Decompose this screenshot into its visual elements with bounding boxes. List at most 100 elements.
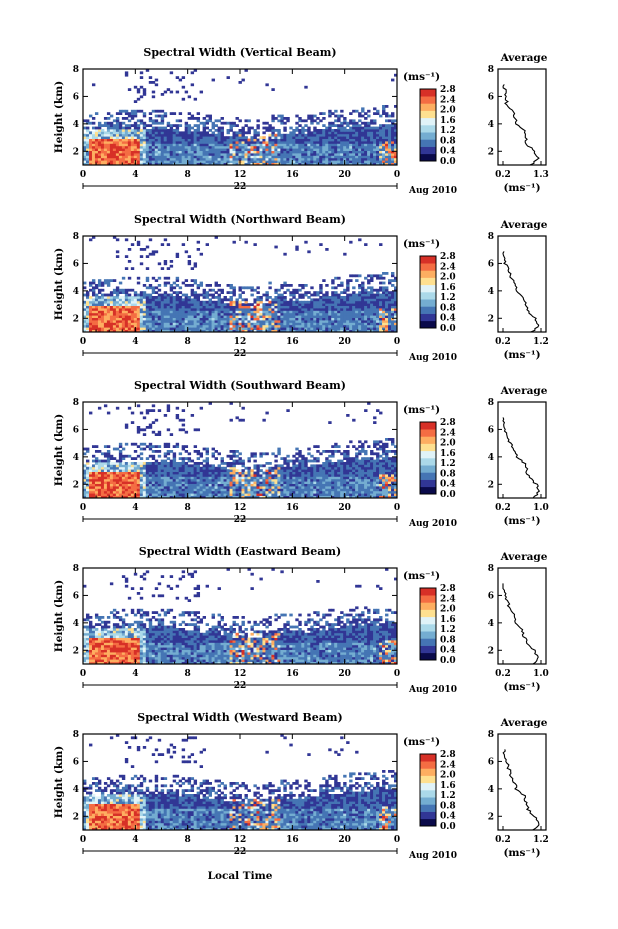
- heatmap-cell: [262, 143, 266, 147]
- heatmap-cell: [346, 293, 350, 297]
- heatmap-cell: [148, 76, 153, 79]
- heatmap-cell: [142, 315, 147, 318]
- heatmap-cell: [208, 493, 212, 496]
- heatmap-cell: [349, 145, 353, 149]
- heatmap-cell: [112, 464, 117, 468]
- heatmap-cell: [208, 160, 212, 163]
- heatmap-cell: [145, 162, 150, 166]
- heatmap-cell: [388, 303, 392, 306]
- heatmap-cell: [127, 145, 132, 149]
- heatmap-cell: [394, 324, 398, 328]
- heatmap-cell: [292, 153, 296, 156]
- heatmap-cell: [385, 145, 389, 149]
- heatmap-cell: [148, 157, 153, 161]
- heatmap-cell: [190, 490, 195, 494]
- heatmap-cell: [160, 296, 165, 299]
- heatmap-cell: [331, 155, 335, 159]
- heatmap-cell: [217, 329, 221, 333]
- heatmap-cell: [154, 160, 159, 163]
- heatmap-cell: [85, 162, 90, 166]
- heatmap-cell: [304, 327, 308, 330]
- heatmap-cell: [253, 150, 257, 154]
- heatmap-cell: [199, 281, 204, 285]
- heatmap-cell: [151, 291, 156, 294]
- heatmap-cell: [97, 281, 102, 285]
- heatmap-cell: [85, 476, 90, 480]
- heatmap-cell: [235, 322, 239, 326]
- heatmap-cell: [220, 481, 224, 484]
- heatmap-cell: [391, 157, 395, 161]
- heatmap-cell: [124, 162, 129, 166]
- heatmap-cell: [151, 478, 156, 482]
- heatmap-cell: [85, 300, 90, 304]
- heatmap-cell: [169, 315, 174, 318]
- heatmap-cell: [154, 157, 159, 161]
- heatmap-cell: [190, 488, 195, 492]
- heatmap-cell: [151, 466, 156, 470]
- heatmap-cell: [274, 303, 278, 306]
- heatmap-cell: [124, 305, 129, 309]
- heatmap-cell: [142, 143, 147, 147]
- heatmap-cell: [88, 474, 93, 477]
- heatmap-cell: [187, 133, 192, 137]
- heatmap-cell: [370, 133, 374, 137]
- heatmap-cell: [83, 148, 87, 151]
- heatmap-cell: [265, 310, 269, 314]
- heatmap-cell: [391, 114, 395, 118]
- heatmap-cell: [142, 155, 147, 159]
- heatmap-cell: [298, 133, 302, 137]
- heatmap-cell: [103, 315, 108, 318]
- heatmap-cell: [154, 474, 159, 477]
- heatmap-cell: [91, 471, 96, 475]
- heatmap-cell: [163, 320, 168, 323]
- heatmap-cell: [136, 162, 141, 166]
- heatmap-cell: [133, 464, 138, 468]
- heatmap-cell: [127, 133, 132, 137]
- heatmap-cell: [268, 126, 272, 130]
- heatmap-cell: [112, 305, 117, 309]
- heatmap-cell: [253, 315, 257, 318]
- heatmap-cell: [259, 310, 263, 314]
- heatmap-cell: [289, 305, 293, 309]
- heatmap-cell: [256, 153, 260, 156]
- heatmap-cell: [316, 133, 320, 137]
- heatmap-cell: [238, 145, 242, 149]
- heatmap-cell: [106, 293, 111, 297]
- heatmap-cell: [328, 126, 332, 130]
- heatmap-cell: [202, 157, 207, 161]
- heatmap-cell: [385, 133, 389, 137]
- heatmap-cell: [187, 312, 192, 316]
- heatmap-cell: [313, 138, 317, 142]
- heatmap-cell: [181, 317, 186, 321]
- heatmap-cell: [220, 148, 224, 151]
- heatmap-cell: [169, 493, 174, 496]
- heatmap-cell: [235, 317, 239, 321]
- heatmap-cell: [148, 129, 153, 132]
- heatmap-cell: [232, 464, 236, 468]
- heatmap-cell: [256, 291, 260, 294]
- heatmap-cell: [382, 109, 386, 113]
- heatmap-cell: [118, 486, 123, 489]
- heatmap-cell: [337, 305, 341, 309]
- heatmap-cell: [334, 162, 338, 166]
- heatmap-cell: [361, 133, 365, 137]
- heatmap-cell: [109, 129, 114, 132]
- heatmap-cell: [214, 133, 218, 137]
- heatmap-cell: [115, 121, 120, 125]
- heatmap-cell: [316, 117, 320, 120]
- heatmap-cell: [262, 327, 266, 330]
- heatmap-cell: [100, 129, 105, 132]
- heatmap-cell: [256, 145, 260, 149]
- heatmap-cell: [124, 312, 129, 316]
- heatmap-cell: [310, 117, 314, 120]
- heatmap-cell: [181, 493, 186, 496]
- heatmap-cell: [136, 430, 141, 434]
- heatmap-cell: [379, 310, 383, 314]
- heatmap-cell: [154, 286, 159, 290]
- heatmap-cell: [115, 478, 120, 482]
- heatmap-cell: [373, 150, 377, 154]
- heatmap-cell: [289, 143, 293, 147]
- heatmap-cell: [208, 488, 212, 492]
- heatmap-cell: [364, 243, 368, 246]
- heatmap-cell: [163, 143, 168, 147]
